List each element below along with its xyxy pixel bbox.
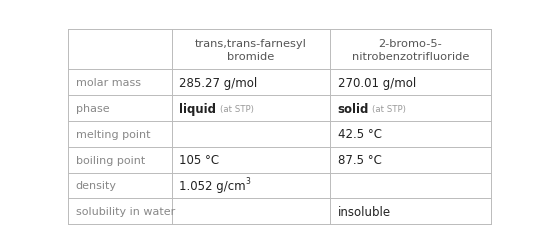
Text: (at STP): (at STP) [220,104,253,113]
Text: 3: 3 [246,176,251,185]
Text: boiling point: boiling point [76,155,145,165]
Text: 105 °C: 105 °C [179,153,219,167]
Text: insoluble: insoluble [337,205,391,218]
Text: 2-bromo-5-
nitrobenzotrifluoride: 2-bromo-5- nitrobenzotrifluoride [352,39,469,61]
Text: solubility in water: solubility in water [76,206,175,216]
Text: 87.5 °C: 87.5 °C [337,153,382,167]
Text: trans,trans-farnesyl
bromide: trans,trans-farnesyl bromide [195,39,307,61]
Text: liquid: liquid [179,102,216,115]
Text: (at STP): (at STP) [372,104,406,113]
Text: 1.052 g/cm: 1.052 g/cm [179,179,246,192]
Text: 42.5 °C: 42.5 °C [337,128,382,141]
Text: phase: phase [76,104,110,114]
Text: 285.27 g/mol: 285.27 g/mol [179,77,257,89]
Text: melting point: melting point [76,129,150,139]
Text: density: density [76,181,117,191]
Text: 270.01 g/mol: 270.01 g/mol [337,77,416,89]
Text: molar mass: molar mass [76,78,141,88]
Text: solid: solid [337,102,369,115]
